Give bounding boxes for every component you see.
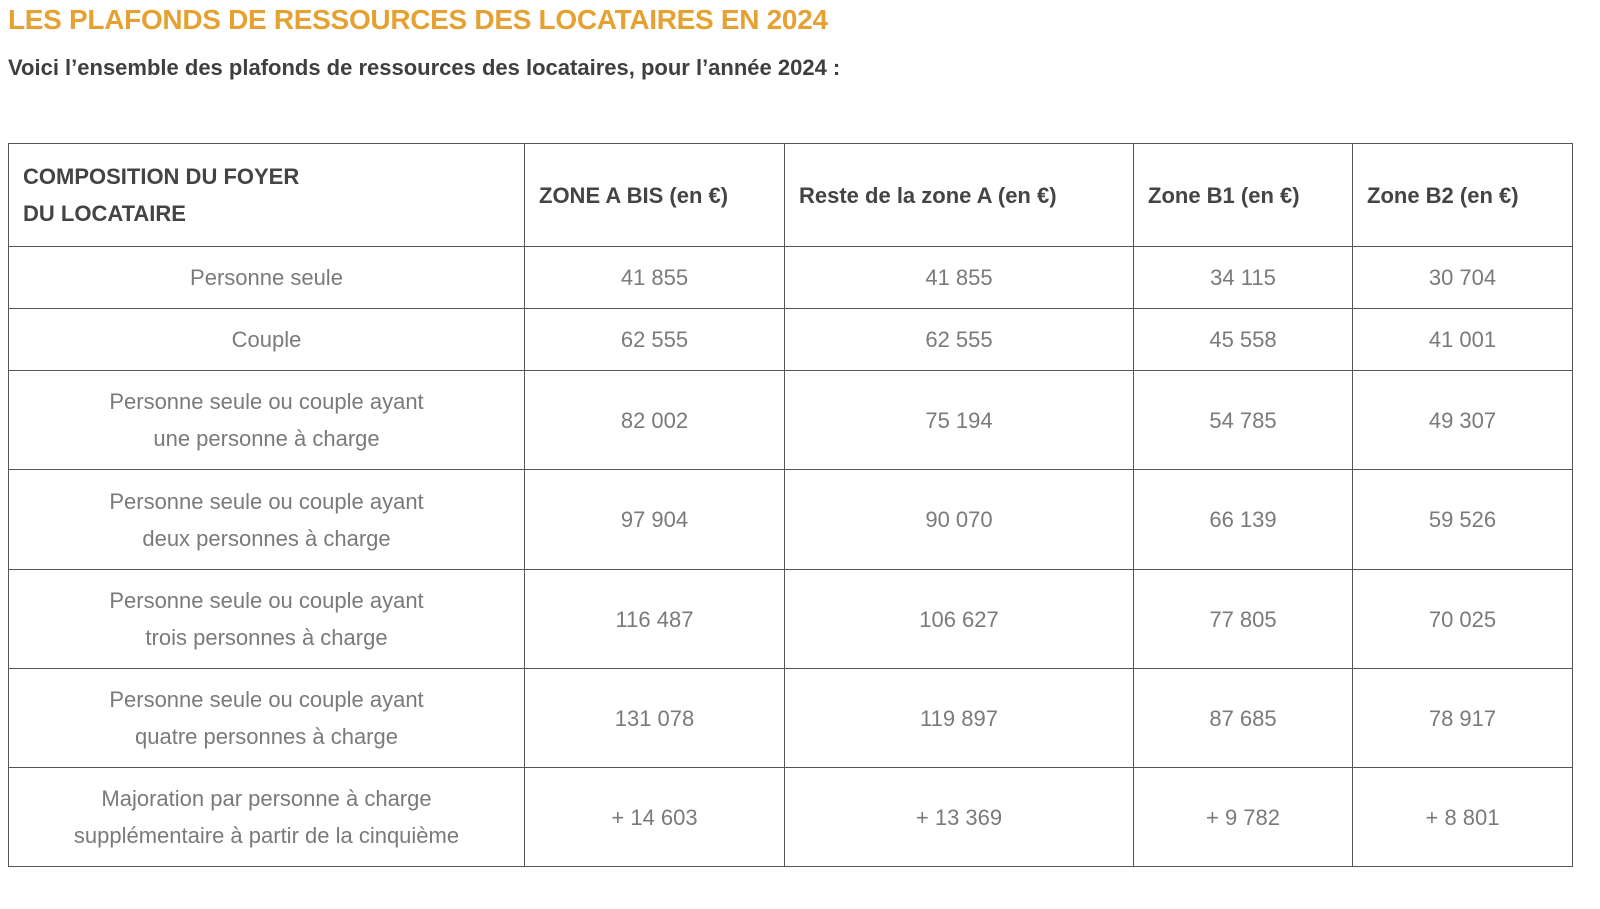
header-cell: Reste de la zone A (en €) (784, 143, 1134, 247)
row-label: Personne seule ou couple ayant deux perso… (8, 469, 525, 570)
cell-text: Personne seule (190, 265, 343, 290)
value-cell: 77 805 (1133, 569, 1353, 669)
cell-text: Reste de la zone A (en €) (799, 182, 1057, 208)
value-cell: 30 704 (1352, 246, 1573, 309)
value-cell: + 9 782 (1133, 767, 1353, 867)
cell-text: Personne seule ou couple ayant (109, 588, 424, 613)
row-label: Personne seule ou couple ayant quatre per… (8, 668, 525, 768)
table-row: Personne seule ou couple ayant quatre per… (8, 668, 1573, 768)
subtitle: Voici l’ensemble des plafonds de ressour… (8, 55, 841, 80)
cell-text: 119 897 (920, 705, 998, 731)
cell-text: 62 555 (925, 327, 993, 352)
cell-text: 78 917 (1428, 705, 1497, 731)
value-cell: + 8 801 (1352, 767, 1573, 867)
value-cell: 54 785 (1133, 370, 1353, 470)
cell-text: supplémentaire à partir de la cinquième (73, 823, 460, 848)
value-cell: + 14 603 (524, 767, 785, 867)
cell-text: 30 704 (1428, 265, 1497, 290)
header-cell: ZONE A BIS (en €) (524, 143, 785, 247)
value-cell: 97 904 (524, 469, 785, 570)
value-cell: 90 070 (784, 469, 1134, 570)
value-cell: 75 194 (784, 370, 1134, 470)
table-row: Couple 62 555 62 555 45 558 41 001 (8, 308, 1573, 371)
cell-text: + 9 782 (1205, 804, 1280, 830)
cell-text: 34 115 (1210, 265, 1276, 290)
value-cell: 131 078 (524, 668, 785, 768)
value-cell: 34 115 (1133, 246, 1353, 309)
row-label: Personne seule ou couple ayant trois pers… (8, 569, 525, 669)
cell-text: 87 685 (1209, 705, 1277, 731)
cell-text: trois personnes à charge (145, 625, 388, 650)
resource-table: COMPOSITION DU FOYER DU LOCATAIRE ZONE A B… (8, 143, 1573, 867)
value-cell: 116 487 (524, 569, 785, 669)
header-cell: Zone B1 (en €) (1133, 143, 1353, 247)
title: LES PLAFONDS DE RESSOURCES DES LOCATAIRE… (8, 4, 828, 35)
cell-text: COMPOSITION DU FOYER (23, 164, 300, 189)
value-cell: 62 555 (784, 308, 1134, 371)
cell-text: 116 487 (615, 606, 694, 632)
value-cell: 66 139 (1133, 469, 1353, 570)
cell-text: une personne à charge (153, 426, 380, 451)
cell-text: deux personnes à charge (142, 525, 391, 551)
cell-text: Personne seule ou couple ayant (109, 687, 424, 712)
value-cell: 119 897 (784, 668, 1134, 768)
value-cell: 70 025 (1352, 569, 1573, 669)
value-cell: 45 558 (1133, 308, 1353, 371)
cell-text: 41 855 (925, 265, 993, 290)
header-row: COMPOSITION DU FOYER DU LOCATAIRE ZONE A B… (8, 143, 1573, 247)
cell-text: 41 001 (1428, 327, 1497, 352)
cell-text: 45 558 (1209, 327, 1277, 352)
cell-text: Couple (231, 327, 302, 352)
value-cell: 78 917 (1352, 668, 1573, 768)
value-cell: 41 855 (784, 246, 1134, 309)
table-row: Personne seule ou couple ayant deux perso… (8, 469, 1573, 570)
cell-text: Majoration par personne à charge (101, 786, 432, 811)
value-cell: 59 526 (1352, 469, 1573, 570)
value-cell: 106 627 (784, 569, 1134, 669)
value-cell: 41 001 (1352, 308, 1573, 371)
cell-text: 70 025 (1428, 606, 1497, 632)
cell-text: 75 194 (925, 407, 993, 433)
row-label: Personne seule ou couple ayant une person… (8, 370, 525, 470)
cell-text: Personne seule ou couple ayant (109, 488, 424, 514)
row-label: Majoration par personne à charge suppléme… (8, 767, 525, 867)
table-row: Personne seule 41 855 41 855 34 115 30 704 (8, 246, 1573, 309)
cell-text: 49 307 (1428, 407, 1497, 433)
cell-text: + 13 369 (915, 804, 1003, 830)
row-label: Personne seule (8, 246, 525, 309)
table-row: Personne seule ou couple ayant trois pers… (8, 569, 1573, 669)
value-cell: 49 307 (1352, 370, 1573, 470)
cell-text: 90 070 (925, 507, 993, 532)
cell-text: + 8 801 (1425, 804, 1500, 830)
cell-text: 77 805 (1209, 606, 1277, 632)
cell-text: 106 627 (919, 606, 999, 632)
cell-text: quatre personnes à charge (135, 724, 398, 749)
cell-text: 82 002 (620, 407, 689, 433)
cell-text: Zone B2 (en €) (1367, 182, 1519, 208)
cell-text: 97 904 (620, 507, 689, 532)
value-cell: 82 002 (524, 370, 785, 470)
cell-text: 54 785 (1209, 407, 1277, 433)
header-cell: Zone B2 (en €) (1352, 143, 1573, 247)
value-cell: + 13 369 (784, 767, 1134, 867)
header-cell: COMPOSITION DU FOYER DU LOCATAIRE (8, 143, 525, 247)
cell-text: 66 139 (1209, 507, 1277, 532)
value-cell: 41 855 (524, 246, 785, 309)
cell-text: + 14 603 (611, 804, 698, 830)
cell-text: Zone B1 (en €) (1148, 182, 1300, 208)
table-row: Majoration par personne à charge suppléme… (8, 767, 1573, 867)
cell-text: DU LOCATAIRE (23, 201, 186, 226)
cell-text: 131 078 (614, 705, 695, 731)
cell-text: 59 526 (1428, 507, 1497, 532)
row-label: Couple (8, 308, 525, 371)
table-row: Personne seule ou couple ayant une person… (8, 370, 1573, 470)
cell-text: 62 555 (620, 327, 689, 352)
cell-text: ZONE A BIS (en €) (539, 182, 729, 208)
cell-text: Personne seule ou couple ayant (109, 389, 424, 414)
value-cell: 62 555 (524, 308, 785, 371)
cell-text: 41 855 (620, 265, 689, 290)
value-cell: 87 685 (1133, 668, 1353, 768)
